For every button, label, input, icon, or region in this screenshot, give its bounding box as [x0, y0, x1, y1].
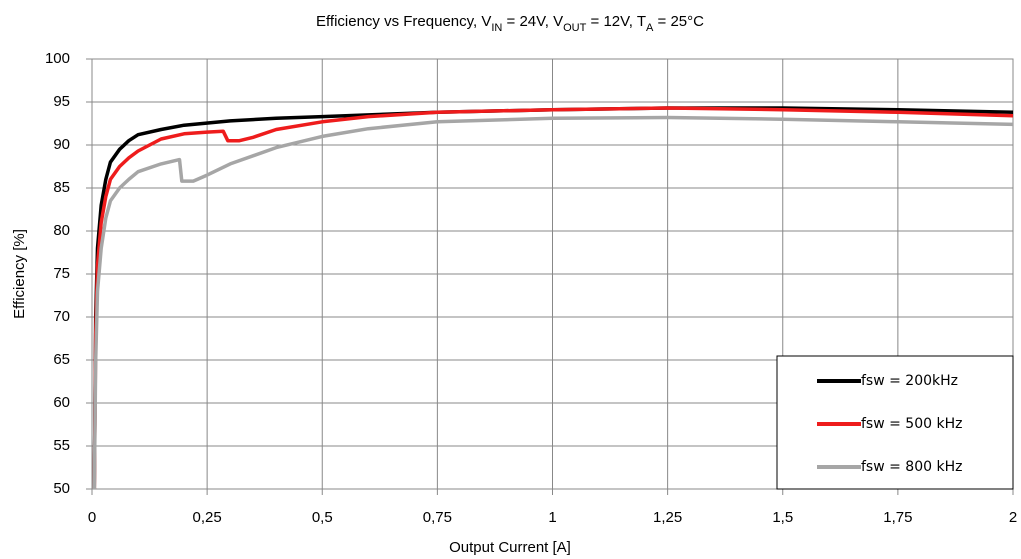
x-tick-label: 1,25 — [653, 509, 682, 526]
y-tick-label: 95 — [53, 93, 70, 110]
y-tick-label: 75 — [53, 265, 70, 282]
y-tick-label: 90 — [53, 136, 70, 153]
y-tick-label: 70 — [53, 308, 70, 325]
x-axis-label: Output Current [A] — [449, 539, 571, 556]
x-tick-label: 1,75 — [883, 509, 912, 526]
legend-label: fsw = 200kHz — [861, 373, 958, 389]
title-part: = 24V, V — [502, 13, 563, 30]
y-tick-label: 80 — [53, 222, 70, 239]
series-line — [92, 115, 1014, 490]
x-tick-label: 0,5 — [312, 509, 333, 526]
legend-box — [776, 355, 1014, 490]
x-tick-label: 2 — [1009, 509, 1017, 526]
y-tick-label: 55 — [53, 437, 70, 454]
title-part: = 12V, T — [586, 13, 646, 30]
y-tick-label: 100 — [45, 50, 70, 67]
y-tick-label: 85 — [53, 179, 70, 196]
title-subscript: OUT — [563, 22, 587, 34]
legend-label: fsw = 800 kHz — [861, 459, 962, 475]
x-tick-label: 0 — [88, 509, 96, 526]
series-line — [92, 106, 1014, 490]
y-tick-label: 60 — [53, 394, 70, 411]
chart-title: Efficiency vs Frequency, VIN = 24V, VOUT… — [316, 13, 704, 34]
x-tick-label: 0,75 — [423, 509, 452, 526]
x-tick-label: 1,5 — [772, 509, 793, 526]
title-subscript: A — [646, 22, 654, 34]
plot-border — [91, 58, 1014, 490]
y-tick-label: 65 — [53, 351, 70, 368]
title-subscript: IN — [491, 22, 502, 34]
legend-label: fsw = 500 kHz — [861, 416, 962, 432]
title-part: = 25°C — [653, 13, 704, 30]
y-tick-label: 50 — [53, 480, 70, 497]
title-part: Efficiency vs Frequency, V — [316, 13, 491, 30]
x-tick-label: 1 — [548, 509, 556, 526]
x-tick-label: 0,25 — [193, 509, 222, 526]
y-axis-label: Efficiency [%] — [11, 229, 28, 319]
